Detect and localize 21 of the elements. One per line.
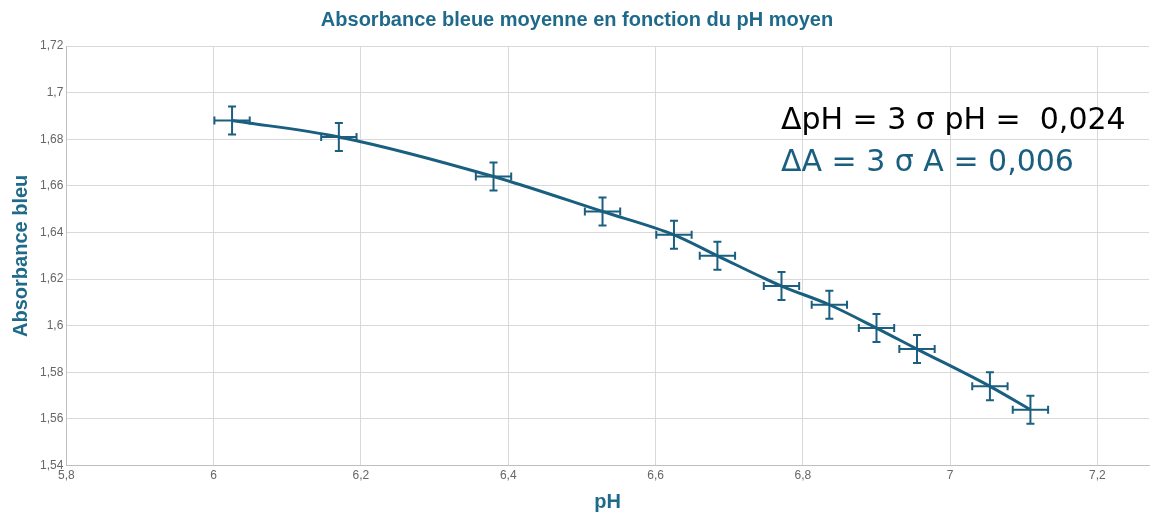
y-tick-label: 1,58 (40, 364, 64, 379)
x-tick-label: 7,2 (1089, 468, 1107, 483)
annotation: ΔA = 3 σ A = 0,006 (780, 142, 1074, 178)
y-tick-label: 1,64 (40, 224, 64, 239)
x-tick-label: 6,6 (647, 468, 665, 483)
y-tick-label: 1,56 (40, 411, 64, 426)
x-tick-label: 6,4 (499, 468, 517, 483)
y-tick-label: 1,6 (46, 318, 64, 333)
y-tick-label: 1,68 (40, 131, 64, 146)
y-tick-label: 1,7 (46, 84, 64, 99)
x-axis-title: pH (594, 489, 622, 512)
y-tick-label: 1,62 (40, 271, 64, 286)
y-tick-label: 1,72 (40, 38, 64, 53)
x-tick-label: 6 (210, 468, 218, 483)
chart-title: Absorbance bleue moyenne en fonction du pH moyen (320, 7, 834, 30)
x-tick-label: 7 (946, 468, 954, 483)
y-tick-label: 1,66 (40, 178, 64, 193)
x-tick-label: 6,2 (352, 468, 370, 483)
y-axis-title: Absorbance bleu (8, 174, 31, 337)
x-tick-label: 6,8 (794, 468, 812, 483)
annotation: ΔpH = 3 σ pH = 0,024 (780, 100, 1126, 136)
